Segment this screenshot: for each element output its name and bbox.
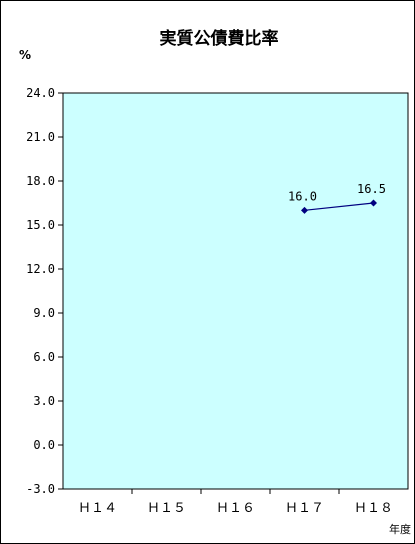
y-tick-label: 24.0 (26, 86, 55, 100)
y-axis: 24.0 21.0 18.0 15.0 12.0 9.0 6.0 3.0 0.0 -3.0 (26, 86, 63, 496)
data-label: 16.0 (288, 189, 317, 203)
plot-area (62, 92, 409, 490)
y-axis-unit: % (19, 48, 31, 62)
y-tick-label: 15.0 (26, 218, 55, 232)
y-tick-label: 0.0 (33, 438, 55, 452)
data-point (370, 199, 377, 207)
y-tick-label: 12.0 (26, 262, 55, 276)
x-axis-unit: 年度 (389, 522, 411, 536)
chart-title: 実質公債費比率 (160, 28, 279, 49)
y-tick-label: 9.0 (33, 306, 55, 320)
x-axis: Ｈ１４ Ｈ１５ Ｈ１６ Ｈ１７ Ｈ１８ (78, 489, 393, 516)
x-tick-label: Ｈ１８ (354, 501, 393, 516)
y-tick-label: -3.0 (26, 482, 55, 496)
y-tick-label: 21.0 (26, 130, 55, 144)
x-tick-label: Ｈ１６ (216, 501, 255, 516)
y-tick-label: 3.0 (33, 394, 55, 408)
x-tick-label: Ｈ１７ (285, 501, 324, 516)
x-tick-label: Ｈ１４ (78, 501, 117, 516)
y-tick-label: 6.0 (33, 350, 55, 364)
data-label: 16.5 (357, 182, 386, 196)
y-tick-label: 18.0 (26, 174, 55, 188)
series-line (304, 202, 374, 211)
x-tick-label: Ｈ１５ (147, 501, 186, 516)
data-point (301, 206, 308, 214)
series-group: 16.0 16.5 (288, 182, 386, 214)
